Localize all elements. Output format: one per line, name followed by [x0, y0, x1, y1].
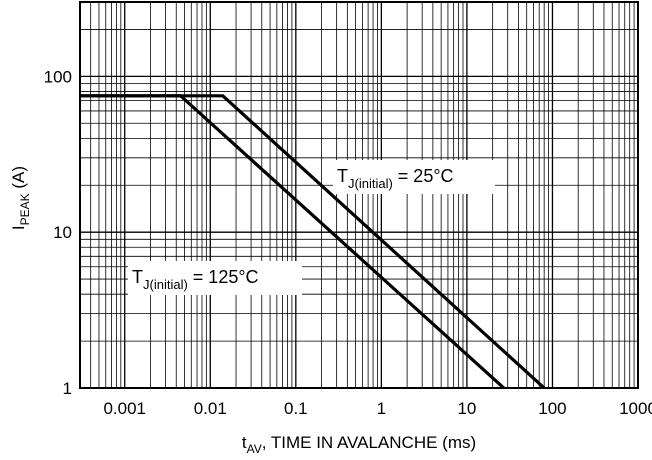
x-tick-label: 100 — [538, 399, 566, 418]
y-axis-label: IPEAK (A) — [9, 166, 32, 230]
series-label-bg — [333, 160, 495, 194]
x-tick-label: 1000 — [619, 399, 652, 418]
y-tick-label: 10 — [53, 223, 72, 242]
y-tick-label: 100 — [44, 67, 72, 86]
series-line-tj-25c — [80, 94, 546, 390]
x-tick-label: 0.1 — [284, 399, 308, 418]
series-label: TJ(initial) = 25°C — [337, 166, 454, 191]
series-group — [80, 94, 546, 390]
x-axis-label: tAV, TIME IN AVALANCHE (ms) — [242, 433, 476, 456]
series-label: TJ(initial) = 125°C — [132, 267, 259, 292]
y-tick-label: 1 — [63, 379, 72, 398]
x-tick-label: 0.001 — [103, 399, 146, 418]
x-tick-label: 10 — [457, 399, 476, 418]
tick-labels: 0.001 0.01 0.1 1 10 100 1000 1 10 100 — [44, 67, 652, 418]
grid — [79, 2, 638, 388]
series-label-bg — [128, 261, 302, 295]
x-tick-label: 0.01 — [194, 399, 227, 418]
series-line-tj-125c — [80, 94, 505, 390]
series-labels: TJ(initial) = 25°C TJ(initial) = 125°C — [128, 160, 495, 295]
x-tick-label: 1 — [377, 399, 386, 418]
plot-frame — [79, 1, 639, 389]
